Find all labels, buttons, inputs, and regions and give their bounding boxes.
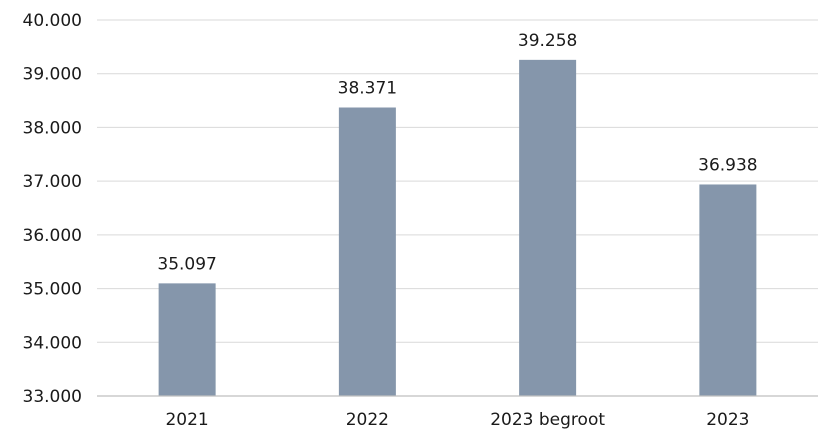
y-tick-label: 39.000 [23, 65, 82, 85]
bars [158, 59, 757, 397]
data-label: 38.371 [338, 79, 397, 99]
y-tick-label: 38.000 [23, 118, 82, 138]
x-tick-label: 2023 [706, 410, 749, 430]
data-label: 35.097 [157, 254, 216, 274]
y-tick-label: 33.000 [23, 387, 82, 407]
x-axis-tick-labels: 2021 2022 2023 begroot 2023 [165, 410, 749, 430]
bar [519, 59, 577, 397]
data-labels: 35.097 38.371 39.258 36.938 [157, 31, 757, 275]
y-tick-label: 36.000 [23, 226, 82, 246]
y-tick-label: 40.000 [23, 11, 82, 31]
bar [338, 107, 396, 396]
y-tick-label: 34.000 [23, 333, 82, 353]
y-tick-label: 37.000 [23, 172, 82, 192]
x-tick-label: 2023 begroot [490, 410, 605, 430]
bar [699, 184, 757, 396]
data-label: 39.258 [518, 31, 577, 51]
gridlines [97, 19, 818, 343]
x-tick-label: 2021 [165, 410, 208, 430]
y-tick-label: 35.000 [23, 280, 82, 300]
data-label: 36.938 [698, 155, 757, 175]
x-tick-label: 2022 [346, 410, 389, 430]
bar [158, 283, 216, 396]
y-axis-tick-labels: 33.000 34.000 35.000 36.000 37.000 38.000 39.0… [23, 11, 82, 407]
